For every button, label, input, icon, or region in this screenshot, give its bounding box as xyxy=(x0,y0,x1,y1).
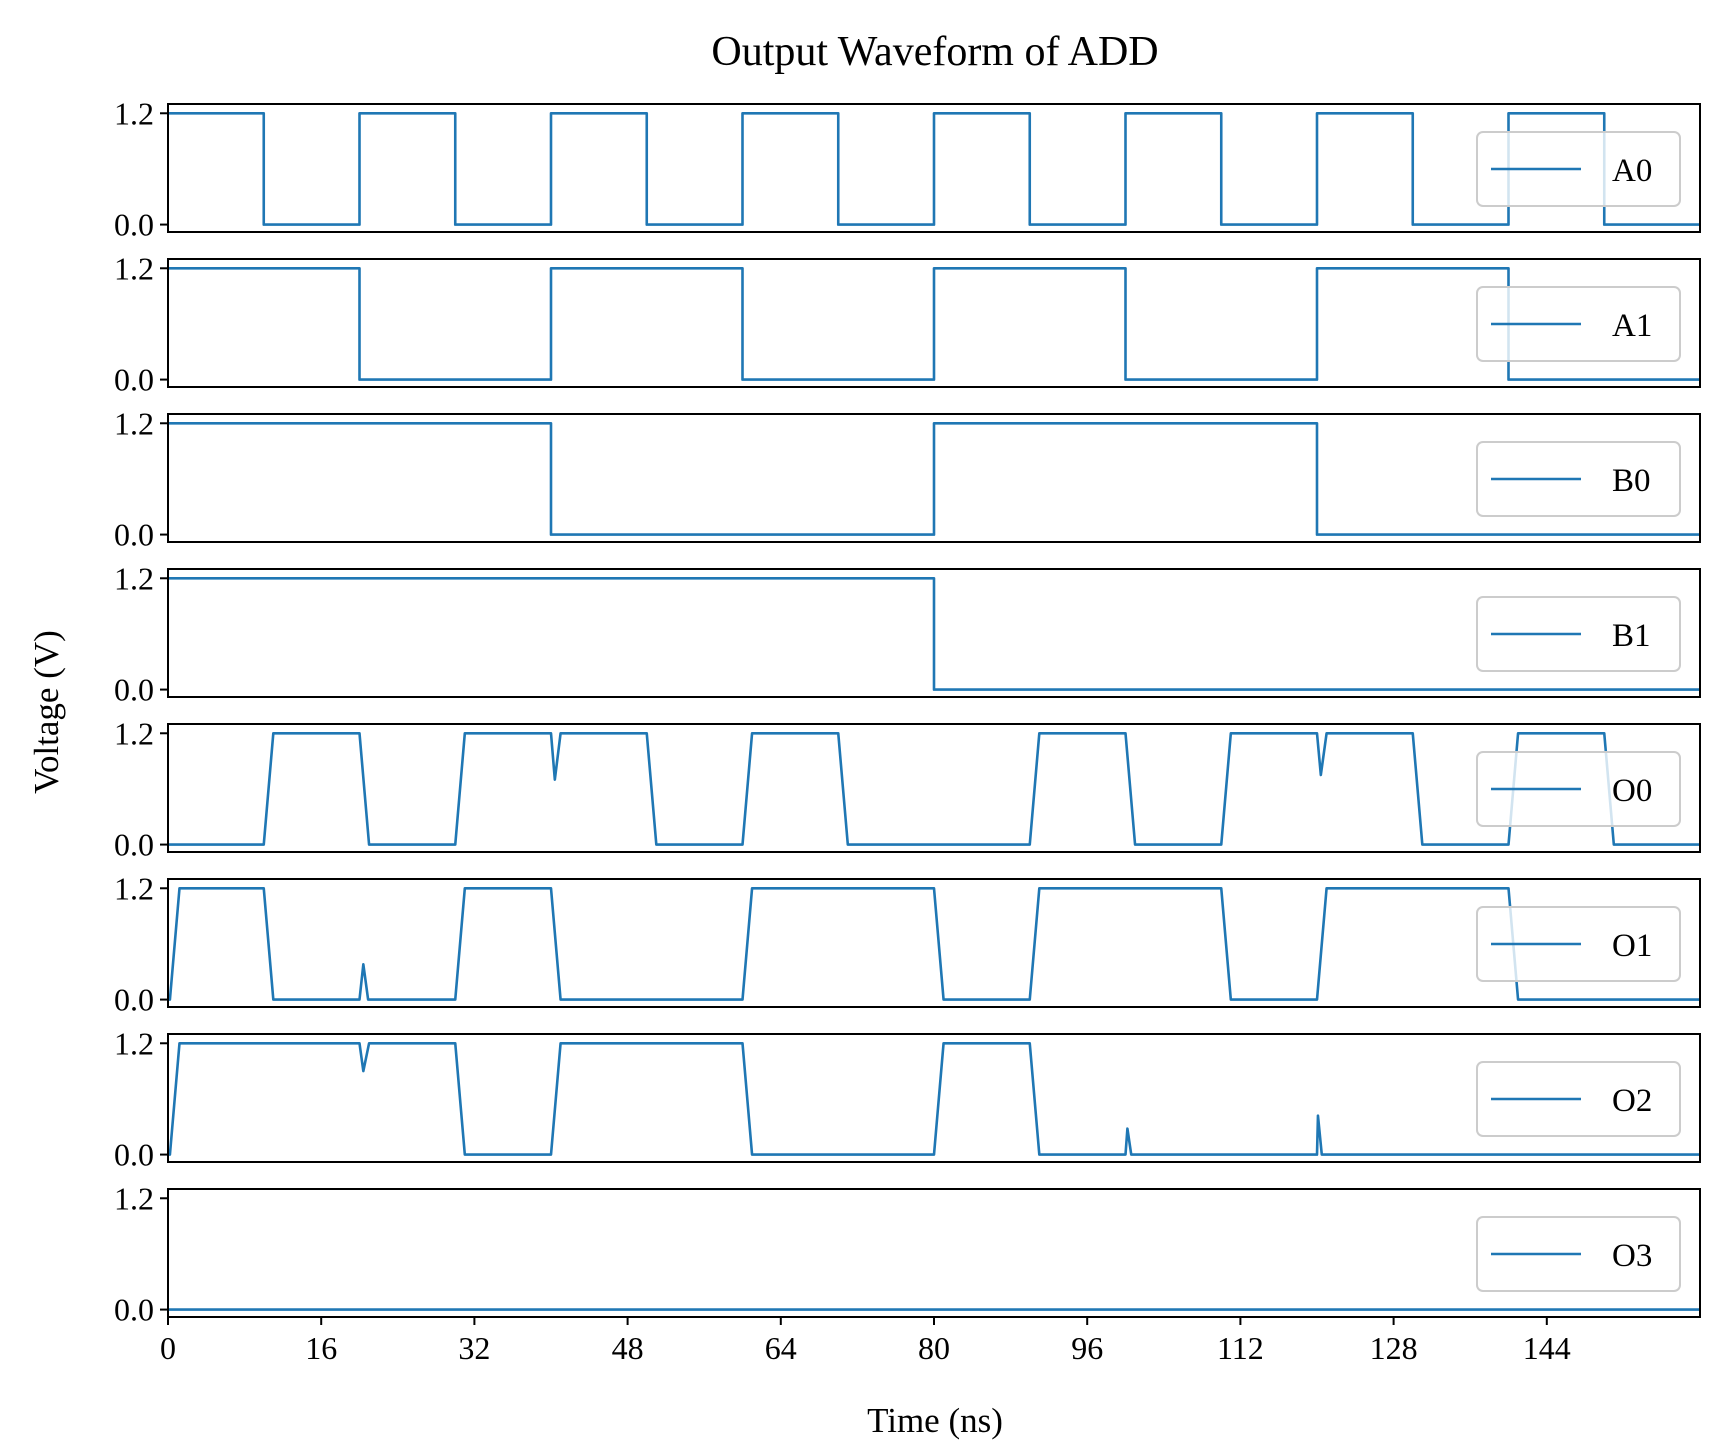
legend-label-A0: A0 xyxy=(1612,153,1652,189)
y-tick-label-O1-0.0: 0.0 xyxy=(114,982,154,1018)
subplot-A0: 0.0 1.2 A0 xyxy=(114,95,1701,243)
series-line-B1 xyxy=(168,576,1700,691)
legend-label-A1: A1 xyxy=(1612,308,1652,344)
x-tick-label-16: 16 xyxy=(305,1330,337,1366)
legend-label-O2: O2 xyxy=(1612,1083,1652,1119)
x-tick-label-48: 48 xyxy=(612,1330,644,1366)
subplot-panels: 0.0 1.2 A0 0.0 1.2 A1 0.0 1.2 B0 0.0 1.2 B1 0.0 1.2 O0… xyxy=(114,95,1701,1328)
subplot-O0: 0.0 1.2 O0 xyxy=(114,715,1701,863)
series-line-O1 xyxy=(168,886,1700,1001)
y-tick-label-O3-0.0: 0.0 xyxy=(114,1292,154,1328)
axes-frame-O1 xyxy=(167,878,1701,1008)
y-tick-label-A1-0.0: 0.0 xyxy=(114,362,154,398)
y-tick-label-O0-1.2: 1.2 xyxy=(114,715,154,751)
y-tick-label-B1-0.0: 0.0 xyxy=(114,672,154,708)
subplot-A1: 0.0 1.2 A1 xyxy=(114,250,1701,398)
y-tick-label-A0-1.2: 1.2 xyxy=(114,95,154,131)
legend-label-B0: B0 xyxy=(1612,463,1651,499)
axes-frame-A1 xyxy=(167,258,1701,388)
legend-label-O3: O3 xyxy=(1612,1238,1652,1274)
y-tick-label-O2-0.0: 0.0 xyxy=(114,1137,154,1173)
x-tick-label-96: 96 xyxy=(1071,1330,1103,1366)
subplot-O1: 0.0 1.2 O1 xyxy=(114,870,1701,1018)
legend-A0: A0 xyxy=(1476,131,1681,207)
legend-label-O0: O0 xyxy=(1612,773,1652,809)
axes-frame-A0 xyxy=(167,103,1701,233)
legend-A1: A1 xyxy=(1476,286,1681,362)
y-tick-label-B1-1.2: 1.2 xyxy=(114,560,154,596)
chart-title: Output Waveform of ADD xyxy=(711,29,1158,75)
legend-O0: O0 xyxy=(1476,751,1681,827)
x-tick-label-80: 80 xyxy=(918,1330,950,1366)
series-line-B0 xyxy=(168,421,1700,536)
x-tick-label-144: 144 xyxy=(1523,1330,1571,1366)
legend-label-O1: O1 xyxy=(1612,928,1652,964)
x-tick-label-64: 64 xyxy=(765,1330,797,1366)
x-tick-label-128: 128 xyxy=(1370,1330,1418,1366)
legend-B1: B1 xyxy=(1476,596,1681,672)
axes-frame-B1 xyxy=(167,568,1701,698)
subplot-B0: 0.0 1.2 B0 xyxy=(114,405,1701,553)
y-tick-label-A0-0.0: 0.0 xyxy=(114,207,154,243)
axes-frame-O2 xyxy=(167,1033,1701,1163)
y-tick-label-O1-1.2: 1.2 xyxy=(114,870,154,906)
x-tick-label-0: 0 xyxy=(160,1330,176,1366)
legend-label-B1: B1 xyxy=(1612,618,1651,654)
axes-frame-B0 xyxy=(167,413,1701,543)
legend-O2: O2 xyxy=(1476,1061,1681,1137)
x-tick-label-32: 32 xyxy=(458,1330,490,1366)
subplot-O3: 0.0 1.2 O3 xyxy=(114,1180,1701,1328)
axes-frame-O3 xyxy=(167,1188,1701,1318)
y-tick-label-B0-1.2: 1.2 xyxy=(114,405,154,441)
series-line-O0 xyxy=(168,731,1700,846)
legend-O3: O3 xyxy=(1476,1216,1681,1292)
x-axis-ticks: 0 16 32 48 64 80 96 112 128 144 xyxy=(160,1317,1571,1366)
axes-frame-O0 xyxy=(167,723,1701,853)
y-axis-label: Voltage (V) xyxy=(27,630,66,794)
series-line-A1 xyxy=(168,266,1700,381)
x-axis-label: Time (ns) xyxy=(867,1401,1003,1440)
y-tick-label-O3-1.2: 1.2 xyxy=(114,1180,154,1216)
y-tick-label-O0-0.0: 0.0 xyxy=(114,827,154,863)
legend-O1: O1 xyxy=(1476,906,1681,982)
series-line-O2 xyxy=(168,1041,1700,1156)
legend-B0: B0 xyxy=(1476,441,1681,517)
y-tick-label-A1-1.2: 1.2 xyxy=(114,250,154,286)
subplot-B1: 0.0 1.2 B1 xyxy=(114,560,1701,708)
y-tick-label-B0-0.0: 0.0 xyxy=(114,517,154,553)
y-tick-label-O2-1.2: 1.2 xyxy=(114,1025,154,1061)
x-tick-label-112: 112 xyxy=(1217,1330,1264,1366)
series-line-A0 xyxy=(168,111,1700,226)
subplot-O2: 0.0 1.2 O2 xyxy=(114,1025,1701,1173)
